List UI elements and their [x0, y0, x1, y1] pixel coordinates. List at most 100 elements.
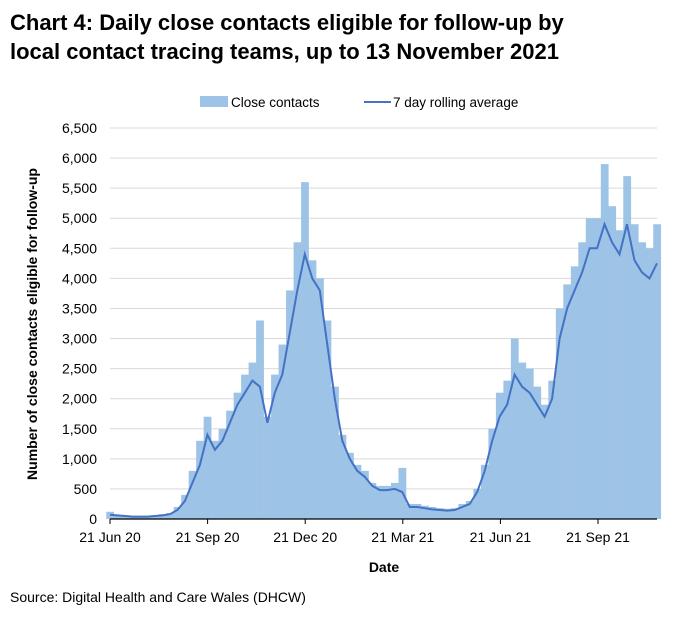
- y-tick-label: 5,500: [62, 180, 97, 196]
- bar: [510, 338, 519, 519]
- bar: [316, 278, 324, 519]
- y-tick-label: 500: [74, 481, 98, 497]
- bar: [383, 485, 392, 519]
- bar: [405, 503, 414, 519]
- bar: [263, 416, 272, 519]
- bar: [645, 248, 654, 520]
- x-tick-label: 21 Jun 21: [470, 529, 532, 545]
- bar: [226, 410, 234, 519]
- bar: [203, 416, 212, 519]
- bar: [638, 242, 647, 520]
- bar: [608, 206, 617, 519]
- bar: [428, 506, 437, 519]
- bar: [241, 374, 249, 519]
- bar: [548, 380, 557, 519]
- bar: [585, 218, 594, 519]
- x-tick-label: 21 Sep 20: [176, 529, 240, 545]
- bar: [488, 428, 497, 519]
- bar: [458, 503, 467, 519]
- bar: [413, 503, 422, 519]
- bar: [151, 515, 160, 519]
- bar: [308, 260, 317, 519]
- legend: Close contacts 7 day rolling average: [200, 95, 518, 110]
- bars: [106, 164, 662, 520]
- bar: [331, 386, 339, 519]
- bar: [443, 508, 452, 519]
- bar: [540, 404, 549, 519]
- y-tick-label: 3,500: [62, 300, 97, 316]
- x-tick-label: 21 Jun 20: [79, 529, 141, 545]
- bar: [248, 362, 257, 519]
- bar: [480, 464, 489, 519]
- bar: [570, 266, 579, 519]
- bar: [368, 482, 377, 519]
- bar: [196, 440, 204, 519]
- bar: [450, 508, 459, 519]
- x-tick-label: 21 Sep 21: [566, 529, 630, 545]
- bar: [533, 386, 542, 519]
- y-tick-label: 3,000: [62, 331, 97, 347]
- x-tick-label: 21 Dec 20: [273, 529, 337, 545]
- y-tick-label: 2,000: [62, 391, 97, 407]
- bar: [338, 434, 347, 519]
- bar: [615, 230, 624, 519]
- bar: [623, 176, 632, 519]
- bar: [630, 224, 639, 519]
- bar: [233, 392, 242, 519]
- title-line-1: Chart 4: Daily close contacts eligible f…: [10, 10, 564, 35]
- bar: [143, 516, 152, 519]
- y-axis-title: Number of close contacts eligible for fo…: [24, 168, 40, 480]
- bar: [390, 482, 399, 519]
- y-tick-label: 4,500: [62, 240, 97, 256]
- bar: [211, 440, 219, 519]
- bar: [353, 464, 362, 519]
- y-tick-label: 5,000: [62, 210, 97, 226]
- bar: [346, 452, 354, 519]
- bar: [256, 320, 264, 519]
- bar: [503, 380, 512, 519]
- bar: [158, 514, 167, 519]
- bar: [593, 218, 602, 519]
- bar: [465, 500, 474, 519]
- bar: [113, 514, 122, 519]
- y-tick-labels: 0 500 1,000 1,500 2,000 2,500 3,000 3,500 4,000 4…: [62, 120, 97, 527]
- y-tick-label: 4,000: [62, 270, 97, 286]
- bar: [188, 470, 197, 519]
- bar: [173, 506, 182, 519]
- x-axis-title: Date: [369, 559, 400, 575]
- x-tick-label: 21 Mar 21: [371, 529, 434, 545]
- bar: [323, 320, 332, 519]
- bar: [376, 485, 384, 519]
- y-tick-label: 2,500: [62, 361, 97, 377]
- x-tick-labels: 21 Jun 20 21 Sep 20 21 Dec 20 21 Mar 21 21 J…: [79, 519, 630, 545]
- chart-title: Chart 4: Daily close contacts eligible f…: [10, 8, 564, 66]
- bar: [301, 182, 309, 519]
- y-tick-label: 6,000: [62, 150, 97, 166]
- bar: [218, 428, 227, 519]
- bar: [278, 344, 287, 519]
- bar: [525, 368, 534, 519]
- bar: [555, 308, 564, 519]
- bar: [361, 470, 369, 519]
- bar: [181, 494, 189, 519]
- bar: [563, 284, 572, 519]
- y-tick-label: 6,500: [62, 120, 97, 136]
- bar: [286, 290, 294, 519]
- bar: [271, 374, 279, 519]
- bar: [578, 242, 587, 520]
- bar: [600, 164, 609, 520]
- bar: [293, 242, 302, 520]
- legend-label-bars: Close contacts: [231, 95, 320, 110]
- bar: [518, 362, 527, 519]
- bar: [473, 488, 482, 519]
- legend-swatch-bars: [200, 96, 228, 107]
- y-tick-label: 1,500: [62, 421, 97, 437]
- y-tick-label: 0: [89, 511, 97, 527]
- source-note: Source: Digital Health and Care Wales (D…: [10, 589, 306, 605]
- title-line-2: local contact tracing teams, up to 13 No…: [10, 39, 559, 64]
- legend-label-line: 7 day rolling average: [393, 95, 518, 110]
- bar: [166, 512, 174, 519]
- bar: [420, 505, 429, 519]
- bar: [121, 515, 130, 519]
